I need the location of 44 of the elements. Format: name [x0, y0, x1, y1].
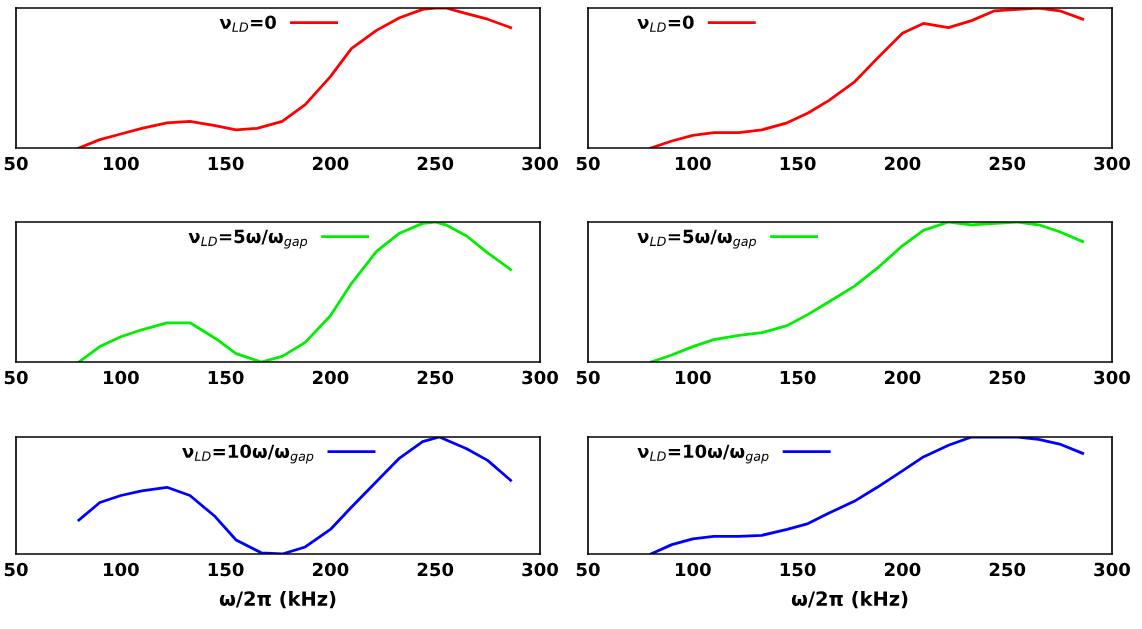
x-tick-label: 300 [1094, 156, 1130, 171]
x-tick-label: 250 [417, 562, 454, 577]
x-tick-label: 150 [208, 562, 244, 577]
x-tick-label: 150 [208, 370, 244, 385]
legend-label: ν$_{LD}$=10ω/ω$_{gap}$ [182, 444, 314, 464]
x-tick-label: 300 [522, 562, 558, 577]
x-tick-label: 50 [4, 156, 28, 171]
x-tick-label: 250 [989, 562, 1026, 577]
x-tick-label: 200 [884, 156, 921, 171]
x-tick-label: 300 [522, 370, 558, 385]
legend-label: ν$_{LD}$=0 [219, 15, 276, 32]
x-tick-label: 200 [312, 156, 349, 171]
legend-label: ν$_{LD}$=0 [637, 15, 694, 32]
x-tick-label: 150 [780, 562, 816, 577]
x-axis-title: ω/2π (kHz) [219, 590, 336, 609]
x-tick-label: 200 [884, 370, 921, 385]
x-tick-label: 150 [780, 156, 816, 171]
x-tick-label: 200 [312, 370, 349, 385]
x-tick-label: 100 [675, 370, 711, 385]
x-tick-label: 300 [522, 156, 558, 171]
x-tick-label: 250 [989, 370, 1026, 385]
x-tick-label: 100 [103, 370, 139, 385]
x-tick-label: 50 [576, 562, 600, 577]
x-tick-label: 100 [675, 156, 711, 171]
x-tick-label: 200 [312, 562, 349, 577]
x-tick-label: 150 [780, 370, 816, 385]
legend-label: ν$_{LD}$=5ω/ω$_{gap}$ [188, 229, 308, 249]
x-tick-label: 250 [989, 156, 1026, 171]
x-tick-label: 200 [884, 562, 921, 577]
x-tick-label: 100 [675, 562, 711, 577]
x-axis-title: ω/2π (kHz) [791, 590, 908, 609]
x-tick-label: 100 [103, 562, 139, 577]
legend-label: ν$_{LD}$=10ω/ω$_{gap}$ [637, 444, 769, 464]
x-tick-label: 50 [4, 370, 28, 385]
x-tick-label: 250 [417, 156, 454, 171]
x-tick-label: 300 [1094, 562, 1130, 577]
x-tick-label: 100 [103, 156, 139, 171]
x-tick-label: 50 [4, 562, 28, 577]
legend-label: ν$_{LD}$=5ω/ω$_{gap}$ [637, 229, 756, 249]
x-tick-label: 150 [208, 156, 244, 171]
x-tick-label: 250 [417, 370, 454, 385]
x-tick-label: 50 [576, 156, 600, 171]
x-tick-label: 50 [576, 370, 600, 385]
x-tick-label: 300 [1094, 370, 1130, 385]
